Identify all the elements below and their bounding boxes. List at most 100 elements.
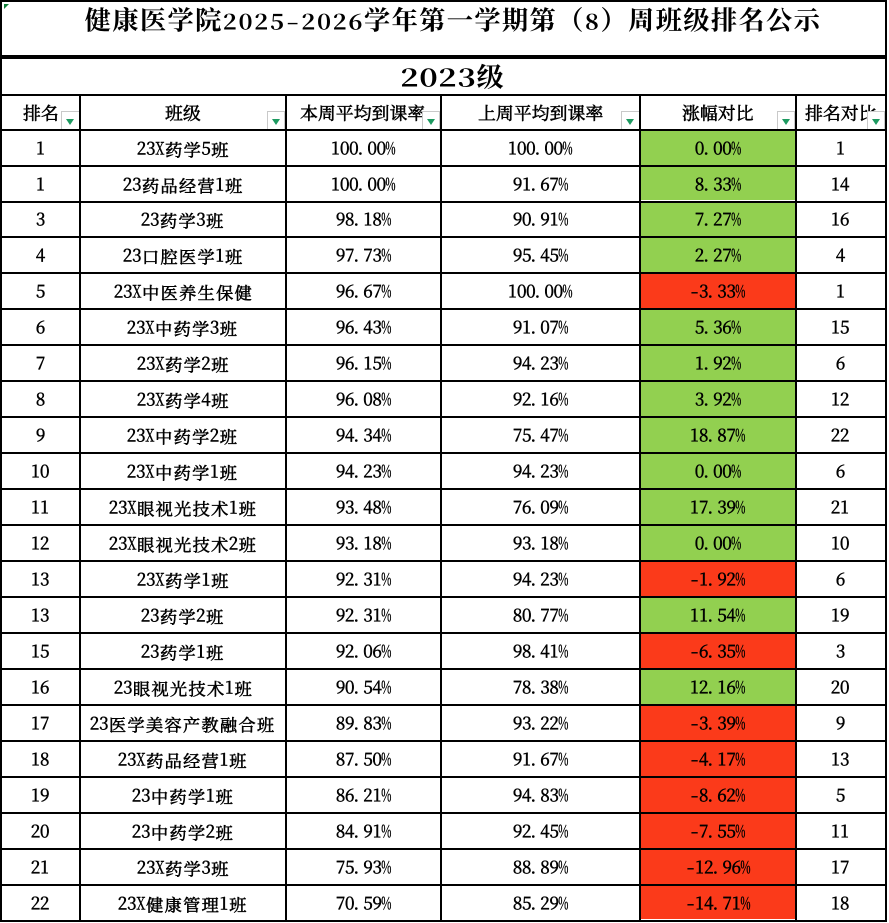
cell-last-week[interactable] xyxy=(442,814,640,848)
header-cell-prev-rank[interactable] xyxy=(797,96,886,130)
cell-class-name[interactable] xyxy=(81,490,285,524)
cell-this-week[interactable] xyxy=(287,382,440,416)
cell-last-week[interactable] xyxy=(442,850,640,884)
cell-prev-rank[interactable] xyxy=(797,814,885,848)
cell-class-name[interactable] xyxy=(81,850,285,884)
cell-prev-rank[interactable] xyxy=(797,418,885,452)
cell-prev-rank[interactable] xyxy=(797,634,885,668)
cell-last-week[interactable] xyxy=(442,670,640,704)
cell-last-week[interactable] xyxy=(442,634,640,668)
cell-change[interactable] xyxy=(641,382,795,417)
cell-change[interactable] xyxy=(641,274,795,309)
cell-this-week[interactable] xyxy=(287,742,440,776)
filter-button[interactable] xyxy=(866,111,886,130)
cell-change[interactable] xyxy=(641,526,795,560)
cell-this-week[interactable] xyxy=(287,598,440,632)
cell-rank[interactable] xyxy=(2,886,79,920)
filter-button[interactable] xyxy=(421,111,441,130)
cell-rank[interactable] xyxy=(2,778,79,812)
header-cell-this-week[interactable] xyxy=(287,96,441,130)
cell-change[interactable] xyxy=(641,310,795,345)
cell-class-name[interactable] xyxy=(81,706,285,740)
cell-rank[interactable] xyxy=(2,454,79,488)
cell-this-week[interactable] xyxy=(287,238,440,272)
cell-rank[interactable] xyxy=(2,490,79,524)
title-cell[interactable] xyxy=(2,2,885,55)
cell-prev-rank[interactable] xyxy=(797,274,885,308)
cell-last-week[interactable] xyxy=(442,742,640,776)
cell-class-name[interactable] xyxy=(81,382,285,416)
cell-class-name[interactable] xyxy=(81,562,285,596)
cell-prev-rank[interactable] xyxy=(797,742,885,776)
cell-rank[interactable] xyxy=(2,562,79,596)
cell-rank[interactable] xyxy=(2,670,79,704)
cell-this-week[interactable] xyxy=(287,274,440,308)
cell-change[interactable] xyxy=(641,490,795,525)
cell-last-week[interactable] xyxy=(442,454,640,488)
cell-rank[interactable] xyxy=(2,526,79,560)
cell-rank[interactable] xyxy=(2,274,79,308)
cell-rank[interactable] xyxy=(2,131,79,165)
cell-change[interactable] xyxy=(641,777,795,812)
cell-last-week[interactable] xyxy=(442,598,640,632)
cell-prev-rank[interactable] xyxy=(797,310,885,344)
cell-change[interactable] xyxy=(641,130,795,165)
cell-rank[interactable] xyxy=(2,382,79,416)
filter-button[interactable] xyxy=(776,111,796,130)
cell-change[interactable] xyxy=(641,166,795,201)
cell-class-name[interactable] xyxy=(81,742,285,776)
cell-change[interactable] xyxy=(641,885,795,920)
cell-last-week[interactable] xyxy=(442,382,640,416)
cell-this-week[interactable] xyxy=(287,670,440,704)
cell-last-week[interactable] xyxy=(442,167,640,201)
cell-this-week[interactable] xyxy=(287,454,440,488)
cell-this-week[interactable] xyxy=(287,203,440,237)
cell-this-week[interactable] xyxy=(287,346,440,380)
cell-rank[interactable] xyxy=(2,203,79,237)
cell-rank[interactable] xyxy=(2,814,79,848)
cell-rank[interactable] xyxy=(2,167,79,201)
cell-rank[interactable] xyxy=(2,706,79,740)
cell-prev-rank[interactable] xyxy=(797,131,885,165)
cell-rank[interactable] xyxy=(2,850,79,884)
cell-change[interactable] xyxy=(641,597,795,632)
cell-class-name[interactable] xyxy=(81,778,285,812)
cell-change[interactable] xyxy=(641,705,795,740)
cell-class-name[interactable] xyxy=(81,238,285,272)
cell-change[interactable] xyxy=(641,741,795,776)
cell-prev-rank[interactable] xyxy=(797,886,885,920)
cell-this-week[interactable] xyxy=(287,167,440,201)
cell-last-week[interactable] xyxy=(442,490,640,524)
cell-change[interactable] xyxy=(641,346,795,381)
filter-button[interactable] xyxy=(621,111,640,130)
header-cell-last-week[interactable] xyxy=(442,96,640,130)
cell-prev-rank[interactable] xyxy=(797,167,885,201)
cell-change[interactable] xyxy=(641,813,795,848)
cell-rank[interactable] xyxy=(2,418,79,452)
cell-change[interactable] xyxy=(641,202,795,237)
cell-rank[interactable] xyxy=(2,238,79,272)
cell-this-week[interactable] xyxy=(287,418,440,452)
cell-class-name[interactable] xyxy=(81,131,285,165)
cell-class-name[interactable] xyxy=(81,886,285,920)
cell-last-week[interactable] xyxy=(442,131,640,165)
cell-this-week[interactable] xyxy=(287,886,440,920)
cell-this-week[interactable] xyxy=(287,490,440,524)
cell-change[interactable] xyxy=(641,454,795,489)
cell-this-week[interactable] xyxy=(287,706,440,740)
cell-class-name[interactable] xyxy=(81,526,285,560)
cell-prev-rank[interactable] xyxy=(797,526,885,560)
cell-this-week[interactable] xyxy=(287,310,440,344)
cell-last-week[interactable] xyxy=(442,526,640,560)
cell-last-week[interactable] xyxy=(442,706,640,740)
cell-class-name[interactable] xyxy=(81,346,285,380)
cell-prev-rank[interactable] xyxy=(797,706,885,740)
cell-class-name[interactable] xyxy=(81,418,285,452)
cell-prev-rank[interactable] xyxy=(797,346,885,380)
cell-prev-rank[interactable] xyxy=(797,670,885,704)
cell-this-week[interactable] xyxy=(287,131,440,165)
cell-this-week[interactable] xyxy=(287,634,440,668)
cell-rank[interactable] xyxy=(2,346,79,380)
cell-change[interactable] xyxy=(641,238,795,273)
cell-prev-rank[interactable] xyxy=(797,598,885,632)
